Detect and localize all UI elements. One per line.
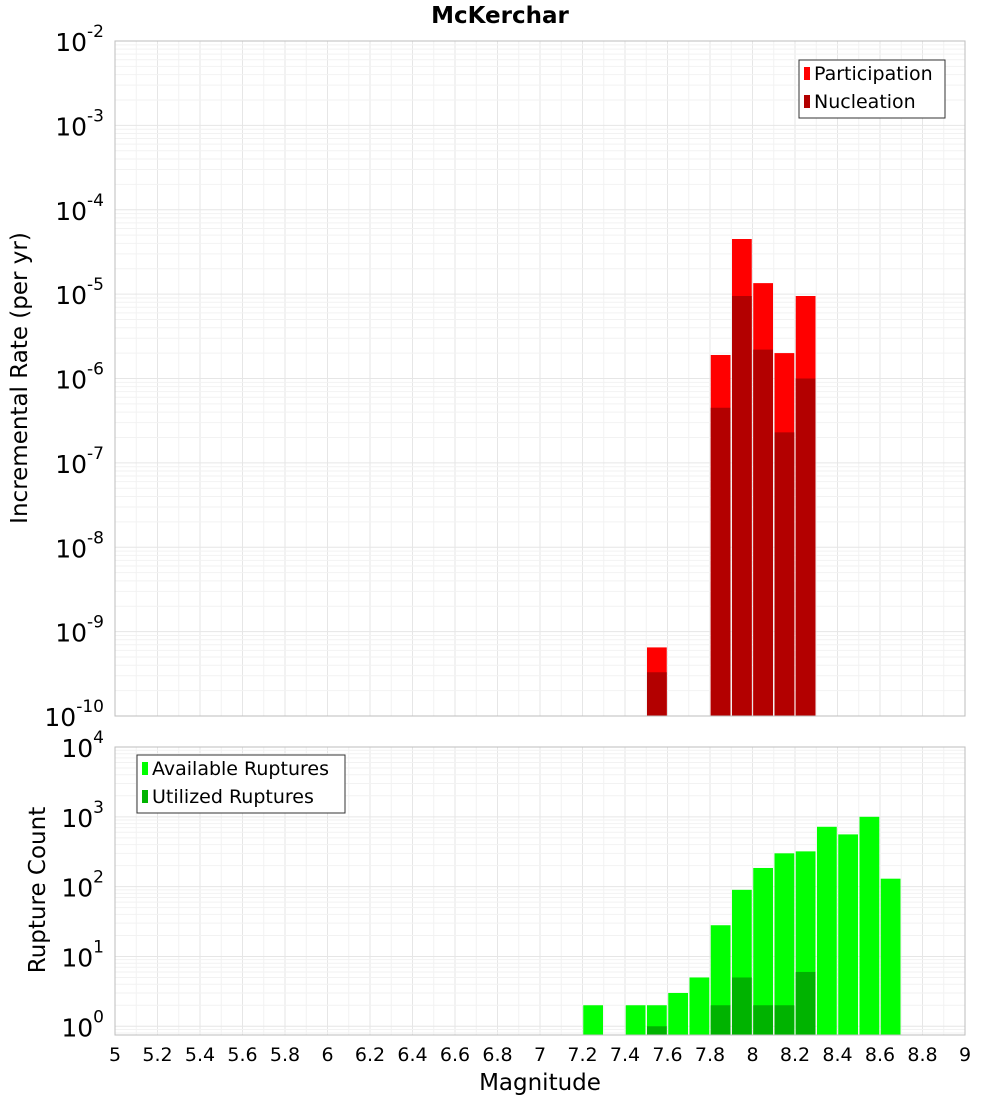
y-tick-label: 10-3 [55, 106, 104, 141]
x-tick-label: 5.6 [227, 1044, 257, 1066]
y-tick-label: 102 [61, 868, 104, 903]
legend-box [798, 59, 946, 119]
x-tick-label: 6.2 [355, 1044, 385, 1066]
utilized-ruptures-bar [774, 1005, 795, 1035]
y-tick-label: 10-8 [55, 528, 104, 563]
legend-box [136, 754, 346, 814]
available-ruptures-bar [625, 1005, 646, 1035]
available-ruptures-bar [689, 977, 710, 1035]
available-ruptures-bar [753, 867, 774, 1035]
chart-title: McKerchar [431, 3, 569, 29]
x-tick-label: 8.6 [865, 1044, 895, 1066]
x-tick-label: 7 [534, 1044, 546, 1066]
available-ruptures-bar [668, 992, 689, 1035]
y-tick-label: 10-4 [55, 191, 104, 226]
y-tick-label: 10-2 [55, 22, 104, 57]
plot-frame [114, 40, 966, 717]
x-tick-label: 8.4 [822, 1044, 852, 1066]
nucleation-bar [795, 378, 816, 716]
nucleation-bar [710, 407, 731, 716]
legend-swatch [804, 67, 810, 80]
y-tick-label: 10-6 [55, 360, 104, 395]
y-tick-label: 103 [61, 798, 104, 833]
available-ruptures-bar [880, 878, 901, 1035]
plot-frame [114, 746, 966, 1036]
x-axis-label: Magnitude [479, 1070, 601, 1096]
available-ruptures-bar [838, 834, 859, 1035]
nucleation-bar [774, 432, 795, 716]
x-tick-label: 7.8 [695, 1044, 725, 1066]
available-ruptures-bar [859, 816, 880, 1035]
available-ruptures-bar [816, 826, 837, 1035]
y-tick-label: 100 [61, 1007, 104, 1042]
x-tick-label: 6.6 [440, 1044, 470, 1066]
utilized-ruptures-bar [753, 1005, 774, 1035]
y-tick-label: 10-7 [55, 444, 104, 479]
x-tick-label: 7.4 [610, 1044, 640, 1066]
x-tick-label: 9 [959, 1044, 971, 1066]
x-tick-label: 7.6 [652, 1044, 682, 1066]
legend-label: Utilized Ruptures [152, 786, 314, 808]
y-tick-label: 104 [61, 728, 104, 763]
utilized-ruptures-bar [710, 1005, 731, 1035]
legend-swatch [142, 762, 148, 775]
x-tick-label: 6.8 [482, 1044, 512, 1066]
x-tick-label: 8.2 [780, 1044, 810, 1066]
legend-label: Participation [814, 63, 933, 85]
x-tick-label: 7.2 [567, 1044, 597, 1066]
nucleation-bar [753, 349, 774, 716]
utilized-ruptures-bar [731, 977, 752, 1035]
available-ruptures-bar [583, 1005, 604, 1035]
y-tick-label: 10-5 [55, 275, 104, 310]
y-tick-label: 101 [61, 937, 104, 972]
utilized-ruptures-bar [646, 1026, 667, 1035]
x-tick-label: 5 [109, 1044, 121, 1066]
nucleation-bar [731, 296, 752, 716]
y-tick-label: 10-10 [44, 697, 104, 732]
x-tick-label: 8 [746, 1044, 758, 1066]
x-tick-label: 5.4 [185, 1044, 215, 1066]
rate-panel: 10-10 10-9 10-8 10-7 10-6 10-5 10-4 10-3 10-2 Par… [44, 22, 966, 732]
x-tick-label: 6 [321, 1044, 333, 1066]
bottom-y-axis-label: Rupture Count [25, 807, 51, 973]
top-y-axis-label: Incremental Rate (per yr) [7, 232, 33, 524]
nucleation-bar [646, 672, 667, 716]
x-tick-label: 5.8 [270, 1044, 300, 1066]
count-panel: 100 101 102 103 104 Available Ruptures Utilize… [61, 728, 971, 1066]
y-tick-label: 10-9 [55, 613, 104, 648]
legend-swatch [142, 790, 148, 803]
x-tick-label: 5.2 [142, 1044, 172, 1066]
x-tick-label: 6.4 [397, 1044, 427, 1066]
x-tick-label: 8.8 [907, 1044, 937, 1066]
utilized-ruptures-bar [795, 971, 816, 1035]
legend-label: Available Ruptures [152, 758, 329, 780]
available-ruptures-bar [774, 853, 795, 1035]
legend-label: Nucleation [814, 91, 916, 113]
legend-swatch [804, 95, 810, 108]
